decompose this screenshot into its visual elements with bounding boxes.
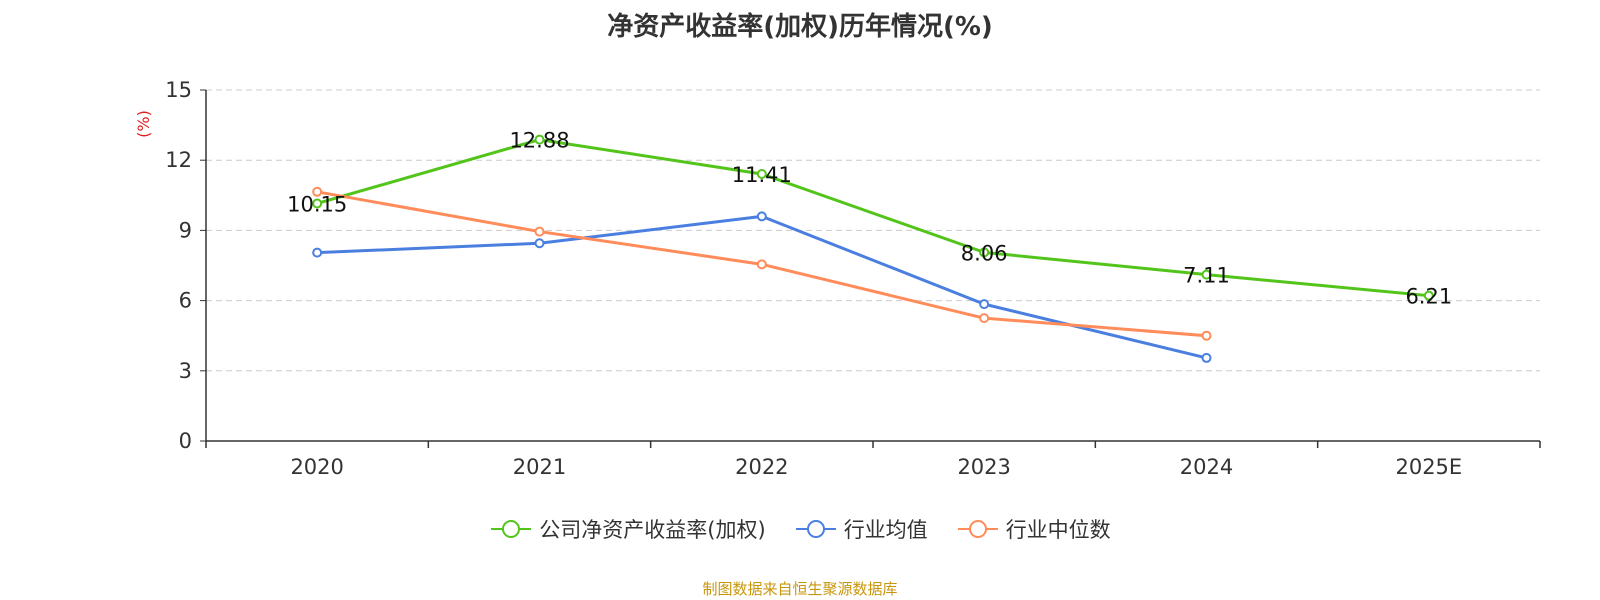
data-label: 12.88 [509, 129, 569, 153]
data-point [534, 238, 545, 249]
data-point [534, 134, 545, 145]
data-label: 6.21 [1405, 285, 1452, 309]
grid-layer [206, 89, 1540, 372]
data-label-layer: 10.15 12.88 11.41 8.06 7.11 6.21 [287, 129, 1452, 309]
x-tick-label: 2021 [513, 455, 566, 479]
y-axis-label: (%) [134, 110, 153, 138]
legend-marker [968, 520, 987, 538]
series-line-0 [316, 138, 1429, 298]
legend-line-circle-icon [491, 520, 532, 538]
data-point [979, 247, 990, 258]
data-point [756, 211, 767, 222]
series-line-1 [317, 214, 1207, 360]
data-point [756, 259, 767, 270]
x-tick-label: 2020 [290, 455, 343, 479]
data-label: 11.41 [732, 163, 792, 187]
legend-item[interactable]: 公司净资产收益率(加权) [489, 514, 766, 544]
data-point [312, 186, 323, 197]
legend: 公司净资产收益率(加权) 行业均值 行业中位数 [0, 509, 1600, 549]
data-point [979, 299, 990, 310]
x-tick-label: 2024 [1180, 455, 1233, 479]
x-tick-label: 2023 [957, 455, 1010, 479]
data-point [1201, 330, 1212, 341]
data-label: 10.15 [287, 192, 347, 216]
data-label: 8.06 [961, 241, 1008, 265]
data-point [756, 169, 767, 180]
y-tick-label: 15 [165, 78, 192, 102]
legend-line-circle-icon [957, 520, 998, 538]
legend-label: 行业中位数 [1005, 518, 1111, 542]
data-point [312, 198, 323, 209]
data-label: 7.11 [1183, 264, 1230, 288]
source-note: 制图数据来自恒生聚源数据库 [702, 580, 898, 598]
legend-label: 行业均值 [843, 518, 928, 542]
y-tick-label: 12 [165, 148, 192, 172]
data-point [1201, 269, 1212, 280]
y-tick-label: 9 [179, 218, 192, 242]
y-tick-label: 3 [179, 359, 192, 383]
y-tick-label: 0 [179, 429, 192, 453]
legend-item[interactable]: 行业中位数 [956, 514, 1111, 544]
data-point [1201, 352, 1212, 363]
chart-title: 净资产收益率(加权)历年情况(%) [607, 12, 993, 42]
data-point [979, 313, 990, 324]
legend-marker [502, 520, 521, 538]
legend-line-circle-icon [795, 520, 836, 538]
axis-layer: 0 3 6 9 12 15 (%) 2020 2021 2022 2023 2024 2025E [134, 78, 1541, 479]
y-tick-label: 6 [179, 289, 192, 313]
data-point [1423, 290, 1434, 301]
data-point [312, 247, 323, 258]
x-tick-label: 2025E [1395, 455, 1462, 479]
legend-item[interactable]: 行业均值 [794, 514, 928, 544]
x-tick-label: 2022 [735, 455, 788, 479]
legend-marker [806, 520, 825, 538]
data-point [534, 226, 545, 237]
series-layer [312, 134, 1434, 363]
legend-label: 公司净资产收益率(加权) [539, 518, 766, 542]
